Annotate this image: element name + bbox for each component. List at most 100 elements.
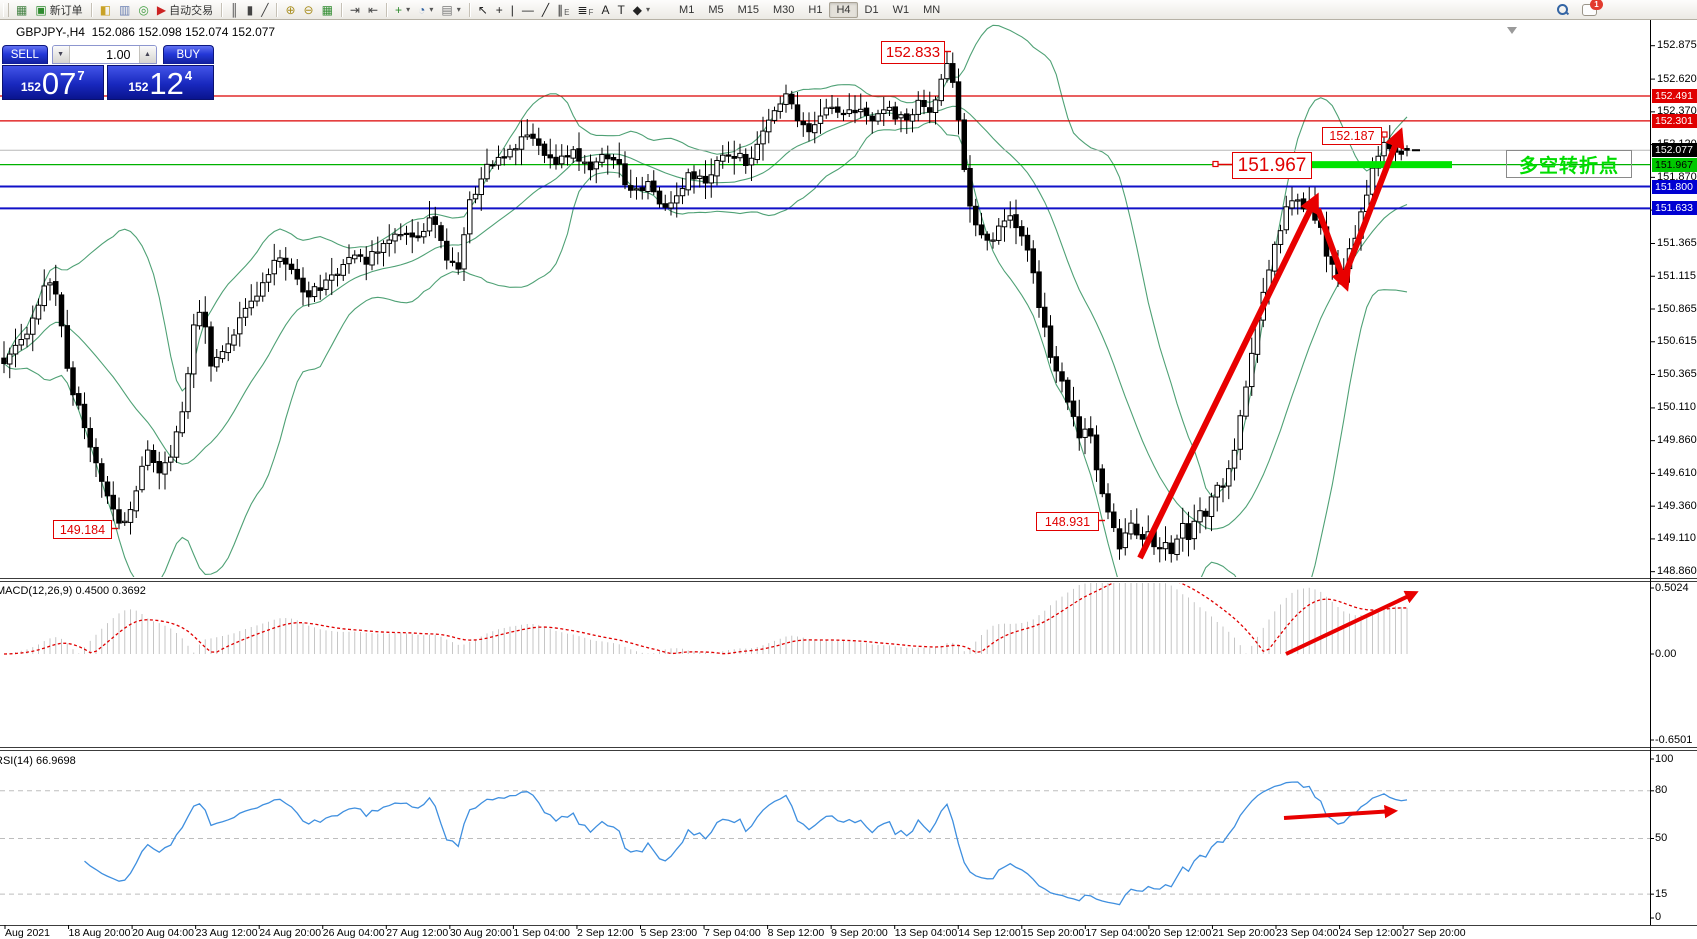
text-tool[interactable]: A (597, 2, 613, 18)
toolbar-grip (3, 2, 9, 17)
price-annotation-149184[interactable]: 149.184 (53, 520, 112, 539)
text-label-tool[interactable]: T (613, 2, 628, 18)
timeframe-m5-button[interactable]: M5 (708, 3, 724, 16)
time-axis-label: 5 Sep 23:00 (640, 927, 698, 939)
fibonacci-icon: ≣ (577, 2, 588, 17)
timeframe-h1-button[interactable]: H1 (808, 3, 823, 16)
chevron-down-icon: ▾ (406, 5, 411, 14)
horizontal-line-icon: ― (521, 2, 534, 17)
trend-arrow-1[interactable] (1137, 192, 1319, 560)
trend-arrow-3[interactable] (1338, 127, 1405, 287)
new-order-button[interactable]: ▣ 新订单 (35, 2, 83, 17)
sell-button[interactable]: SELL (2, 45, 48, 64)
timeframe-m30-button[interactable]: M30 (773, 3, 795, 16)
vertical-line-tool[interactable]: | (507, 2, 518, 18)
buy-price-figure: 152 (128, 80, 149, 94)
bar-chart-button[interactable]: ║ (226, 2, 243, 18)
text-icon: A (601, 2, 610, 17)
price-tick-label: 151.115 (1657, 269, 1696, 282)
indicators-button[interactable]: + ▾ (391, 2, 414, 18)
candlestick-chart-button[interactable]: ▮ (243, 2, 258, 18)
timeframe-mn-button[interactable]: MN (923, 3, 941, 16)
price-tick-label: 149.360 (1657, 499, 1697, 512)
new-chart-icon: ▦ (16, 2, 28, 17)
price-tick-label: 150.615 (1657, 335, 1697, 348)
notification-badge: 1 (1590, 0, 1603, 10)
arrows-tool[interactable]: ◆ ▾ (629, 2, 654, 18)
turning-point-note[interactable]: 多空转折点 (1506, 150, 1632, 178)
price-annotation-152833[interactable]: 152.833 (881, 41, 945, 64)
time-axis-label: 18 Aug 20:00 (68, 927, 131, 939)
volume-input[interactable]: 1.00 (106, 47, 131, 62)
time-axis-label: 9 Sep 20:00 (831, 927, 888, 939)
templates-button[interactable]: ▤ ▾ (437, 2, 464, 18)
turning-point-trendline[interactable] (1306, 161, 1452, 169)
text-label-icon: T (617, 2, 625, 17)
line-chart-button[interactable]: ╱ (257, 2, 272, 18)
trend-arrow-2[interactable] (1315, 207, 1351, 292)
toolbar-separator (90, 2, 92, 17)
timeframe-d1-button[interactable]: D1 (864, 3, 879, 16)
equidistant-channel-tool[interactable]: ∥ E (557, 2, 570, 17)
crosshair-tool[interactable]: + (492, 2, 507, 18)
trendline-tool[interactable]: ╱ (538, 2, 553, 18)
time-axis-label: 27 Aug 12:00 (386, 927, 449, 939)
fibonacci-tool[interactable]: ≣ F (577, 2, 594, 17)
timeframe-h4-button[interactable]: H4 (829, 1, 858, 18)
annotations-layer[interactable] (110, 50, 1452, 820)
chart-shift-button[interactable]: ⇤ (364, 2, 382, 18)
time-axis-label: 24 Aug 20:00 (259, 927, 322, 939)
tile-windows-button[interactable]: ▦ (318, 2, 337, 18)
timeframe-m15-button[interactable]: M15 (737, 3, 760, 16)
cursor-tool[interactable]: ↖ (474, 2, 492, 18)
strategy-navigator-button[interactable]: ◎ (134, 2, 152, 18)
timeframe-w1-button[interactable]: W1 (892, 3, 910, 16)
price-annotation-152187[interactable]: 152.187 (1322, 127, 1382, 145)
price-tick-label: 151.365 (1657, 237, 1697, 249)
zoom-in-button[interactable]: ⊕ (281, 2, 299, 18)
buy-price-display[interactable]: 152 12 4 (106, 65, 214, 100)
time-axis-label: 20 Aug 04:00 (132, 927, 194, 939)
volume-increase-button[interactable]: ▲ (138, 46, 156, 63)
timeframe-toolbar: M1 M5 M15 M30 H1 H4 D1 W1 MN (672, 1, 947, 18)
periods-button[interactable]: ◔ ▾ (414, 2, 437, 18)
price-badge-151633: 151.633 (1652, 201, 1697, 216)
price-badge-151967: 151.967 (1652, 157, 1697, 172)
rsi-trend-arrow[interactable] (1283, 804, 1399, 820)
zoom-out-button[interactable]: ⊖ (300, 2, 318, 18)
price-badge-151800: 151.800 (1652, 179, 1697, 194)
search-icon[interactable] (1557, 4, 1568, 15)
time-axis-label: Aug 2021 (5, 927, 50, 939)
timeframe-m1-button[interactable]: M1 (679, 3, 695, 16)
auto-scroll-icon: ⇥ (349, 2, 360, 17)
autotrading-button[interactable]: ▶ 自动交易 (156, 2, 214, 17)
time-axis-label: 7 Sep 04:00 (704, 927, 761, 939)
volume-decrease-button[interactable]: ▼ (52, 46, 70, 63)
macd-scale-label: 0.00 (1655, 648, 1677, 660)
horizontal-line-tool[interactable]: ― (518, 2, 538, 18)
chat-icon[interactable]: 1 (1582, 0, 1603, 16)
arrows-icon: ◆ (632, 2, 643, 17)
price-tick-label: 148.860 (1657, 565, 1697, 578)
auto-scroll-button[interactable]: ⇥ (346, 2, 364, 18)
macd-trend-arrow[interactable] (1285, 590, 1419, 656)
time-axis-label: 14 Sep 12:00 (958, 927, 1021, 939)
chart-shift-marker-icon[interactable] (1507, 27, 1517, 34)
market-watch-button[interactable]: ◧ (96, 2, 115, 18)
price-annotation-151967[interactable]: 151.967 (1232, 152, 1312, 179)
time-axis-label: 17 Sep 04:00 (1085, 927, 1148, 939)
new-chart-button[interactable]: ▦ (12, 2, 31, 18)
rsi-scale-label: 0 (1655, 911, 1662, 923)
price-annotation-148931[interactable]: 148.931 (1036, 512, 1099, 531)
price-tick-label: 149.110 (1657, 532, 1696, 545)
market-watch-icon: ◧ (99, 2, 112, 17)
sell-price-display[interactable]: 152 07 7 (2, 65, 104, 100)
buy-button[interactable]: BUY (162, 45, 215, 64)
price-tick-label: 152.620 (1657, 72, 1697, 85)
toolbar-buttons: ▦ ▣ 新订单 ◧ ▥ ◎ ▶ 自动交易 ║ ▮ ╱ ⊕ ⊖ ▦ ⇥ ⇤ + ▾ ◔ ▾ ▤ ▾ ↖ + | ― ╱ ∥ E ≣ F A T ◆ ▾ (0, 2, 654, 18)
chevron-down-icon: ▾ (456, 5, 461, 14)
price-tick-label: 150.365 (1657, 368, 1697, 380)
price-tick-label: 150.110 (1657, 401, 1696, 414)
data-window-button[interactable]: ▥ (115, 2, 134, 18)
